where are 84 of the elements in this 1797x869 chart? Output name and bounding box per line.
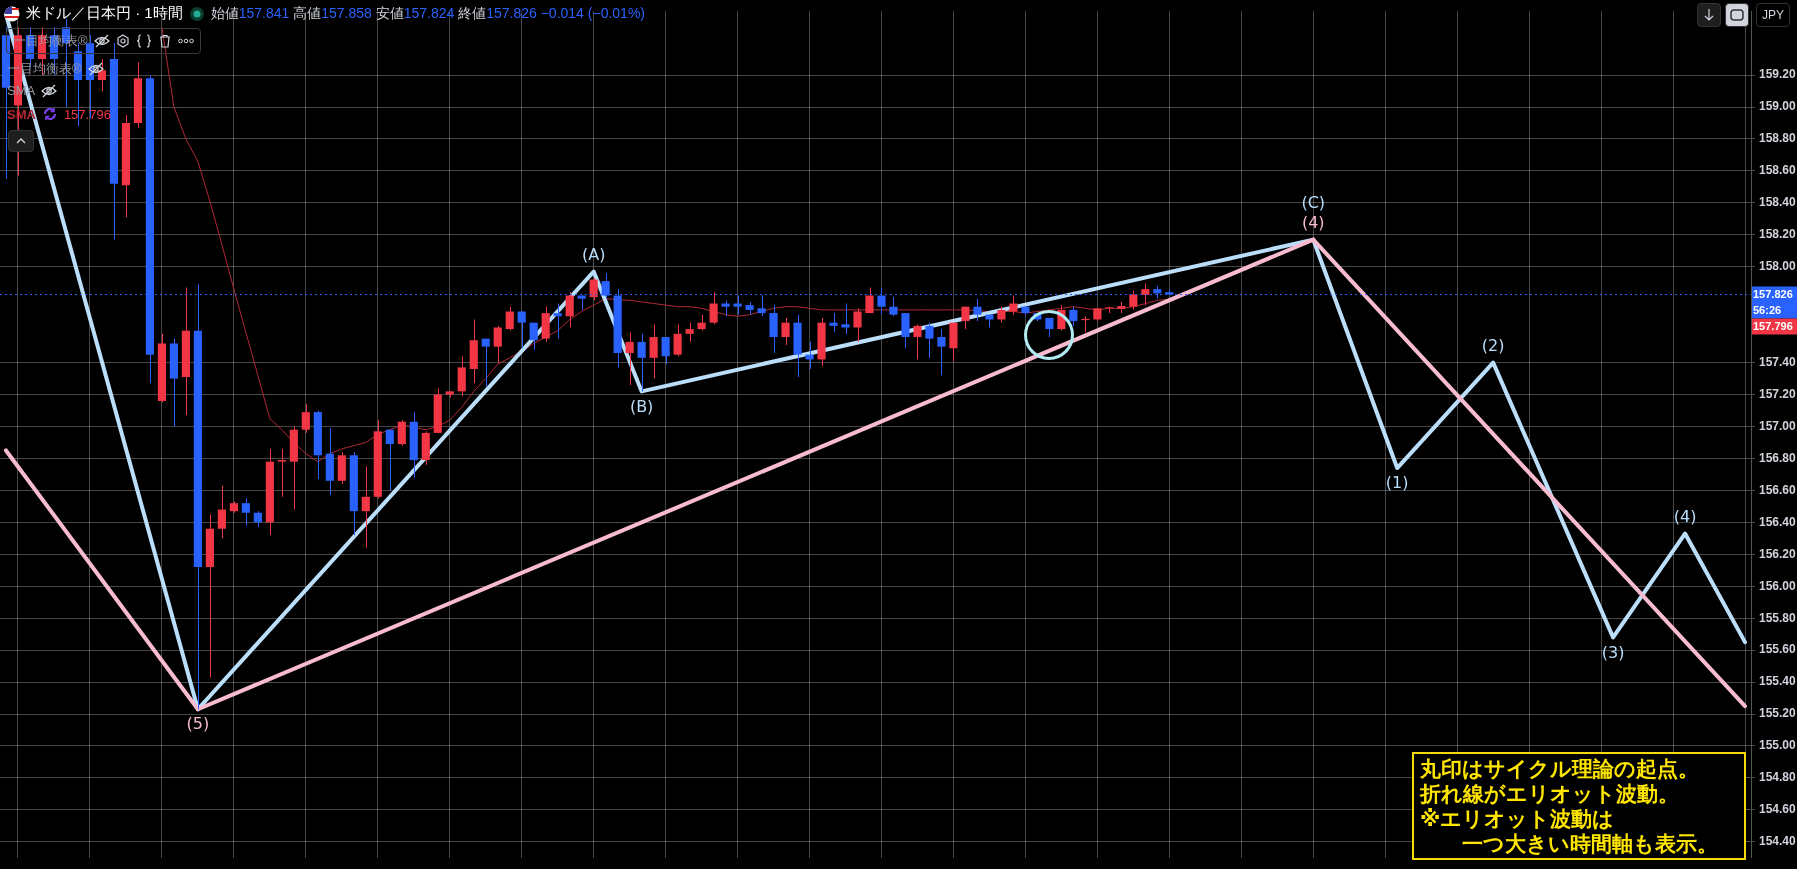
y-tick-label: 157.40 (1759, 354, 1797, 369)
y-tick-label: 158.00 (1759, 259, 1797, 274)
candlestick (553, 303, 562, 340)
text: 56:26 (1753, 303, 1782, 316)
candlestick (805, 341, 814, 370)
candlestick (397, 419, 406, 447)
y-tick-label: 156.00 (1759, 578, 1797, 593)
candlestick (565, 291, 574, 328)
candlestick (637, 333, 646, 392)
y-tick-label: 154.40 (1759, 834, 1797, 849)
candlestick (277, 448, 286, 498)
annotation: 折れ線がエリオット波動。 (1420, 781, 1680, 806)
y-tick-label: 155.20 (1759, 706, 1797, 721)
annotation: 一つ大きい時間軸も表示。 (1461, 831, 1719, 856)
candlestick (1129, 290, 1138, 311)
y-tick-label: 156.20 (1759, 546, 1797, 561)
annotation: (A) (581, 244, 606, 264)
candlestick (925, 322, 934, 359)
candlestick (505, 306, 514, 332)
candlestick (889, 296, 898, 317)
candlestick (217, 485, 226, 539)
y-tick-label: 155.40 (1759, 674, 1797, 689)
y-tick-label: 156.60 (1759, 482, 1797, 497)
annotation: (3) (1601, 642, 1625, 662)
candlestick (481, 338, 490, 388)
candlestick (457, 355, 466, 397)
y-tick-label: 155.80 (1759, 610, 1797, 625)
annotation: (B) (629, 396, 654, 416)
candlestick (529, 322, 538, 351)
candlestick (829, 312, 838, 333)
candlestick (517, 311, 526, 349)
candlestick (853, 307, 862, 343)
text: JPY (1756, 3, 1791, 27)
candlestick (937, 328, 946, 376)
annotation: (1) (1385, 473, 1409, 493)
y-tick-label: 157.20 (1759, 386, 1797, 401)
candlestick (241, 497, 250, 527)
candlestick (493, 325, 502, 364)
text: 始値157.841 高値157.858 安値157.824 終値157.826 −0.014 (−0.01%) (210, 4, 645, 21)
annotation: ※エリオット波動は (1420, 806, 1616, 831)
y-tick-label: 156.40 (1759, 514, 1797, 529)
chart-title: 米ドル／日本円 · 1時間 (26, 4, 183, 23)
annotation: (5) (186, 714, 210, 734)
y-tick-label: 159.20 (1759, 67, 1797, 82)
candlestick (865, 287, 874, 314)
candlestick (685, 322, 694, 343)
y-tick-label: 154.80 (1759, 770, 1797, 785)
candlestick (625, 331, 634, 386)
candlestick (649, 323, 658, 380)
annotation: (4) (1301, 212, 1325, 232)
candlestick (709, 291, 718, 325)
y-tick-label: 158.80 (1759, 131, 1797, 146)
candlestick (673, 323, 682, 357)
y-tick-label: 159.00 (1759, 99, 1797, 114)
candlestick (301, 403, 310, 434)
y-tick-label: 155.00 (1759, 738, 1797, 753)
candlestick (1069, 306, 1078, 327)
candlestick (841, 303, 850, 335)
y-tick-label: 158.60 (1759, 163, 1797, 178)
candlestick (901, 312, 910, 349)
annotation: (4) (1673, 506, 1697, 526)
y-tick-label: 154.60 (1759, 802, 1797, 817)
y-tick-label: 155.60 (1759, 642, 1797, 657)
candlestick (1141, 282, 1150, 306)
candlestick (385, 429, 394, 491)
candlestick (1009, 295, 1018, 316)
y-tick-label: 156.80 (1759, 450, 1797, 465)
candlestick (361, 465, 370, 549)
y-tick-label: 157.00 (1759, 418, 1797, 433)
candlestick (769, 304, 778, 354)
text: 157.796 (1753, 319, 1793, 332)
y-tick-label: 158.20 (1759, 227, 1797, 242)
ref-line-label: 157.826 (1753, 287, 1793, 300)
annotation: (C) (1301, 192, 1326, 212)
candlestick (973, 298, 982, 322)
candlestick (733, 295, 742, 316)
annotation: (2) (1481, 335, 1505, 355)
candlestick (757, 295, 766, 317)
annotation: 丸印はサイクル理論の起点。 (1420, 756, 1700, 781)
candlestick (781, 317, 790, 346)
candlestick (913, 323, 922, 360)
y-tick-label: 158.40 (1759, 195, 1797, 210)
candlestick (661, 336, 670, 365)
candlestick (589, 277, 598, 301)
